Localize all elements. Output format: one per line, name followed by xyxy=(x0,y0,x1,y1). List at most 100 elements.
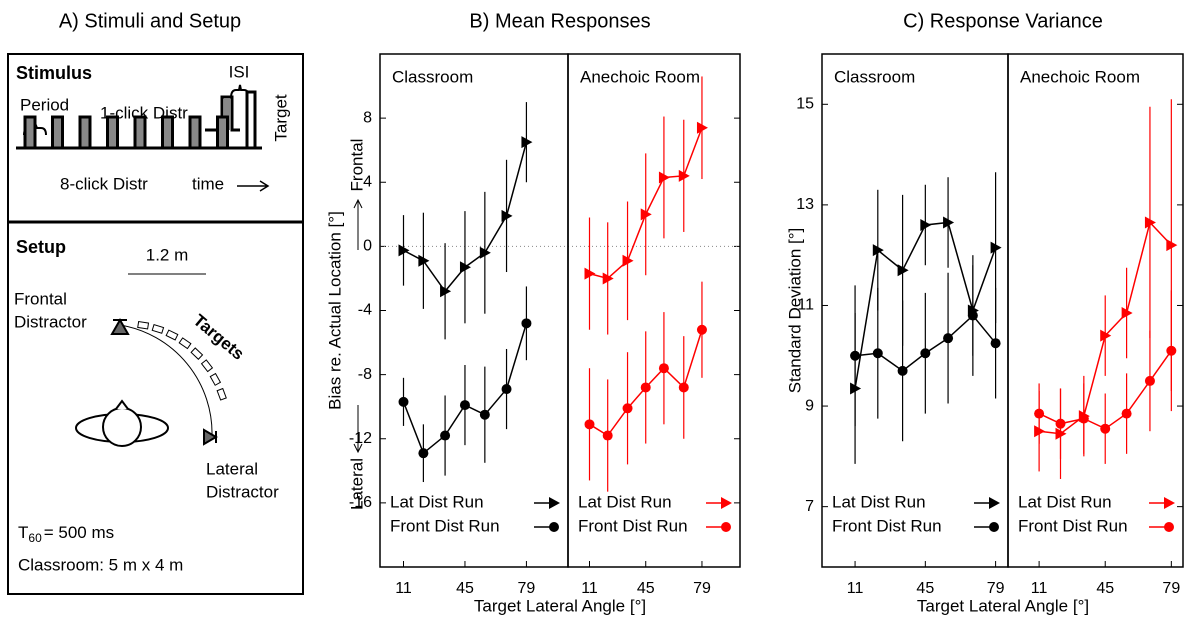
marker xyxy=(584,419,595,430)
y-tick-label: -12 xyxy=(349,430,372,447)
marker xyxy=(920,219,932,231)
marker xyxy=(696,324,707,335)
marker xyxy=(1144,216,1156,229)
x-tick-label: 45 xyxy=(1096,580,1114,597)
legend-marker xyxy=(549,497,560,509)
pulse-train xyxy=(16,90,262,150)
arrow xyxy=(353,198,363,250)
x-tick-label: 11 xyxy=(847,580,864,597)
target-pulse xyxy=(245,90,257,150)
y-tick-label: 4 xyxy=(363,173,372,190)
pulse xyxy=(78,115,92,150)
marker xyxy=(943,333,954,344)
legend-marker xyxy=(721,497,732,509)
pulse xyxy=(161,115,174,150)
x-tick-label: 45 xyxy=(456,580,474,597)
eight-click-label: 8-click Distr xyxy=(60,174,148,193)
pulse xyxy=(51,115,64,150)
marker xyxy=(1078,413,1089,424)
marker xyxy=(418,254,430,267)
marker xyxy=(1166,239,1178,252)
target-speaker xyxy=(200,359,214,373)
y-tick-label: 11 xyxy=(797,297,814,314)
marker xyxy=(521,136,533,149)
marker xyxy=(640,382,651,393)
facet-title: Anechoic Room xyxy=(580,67,700,86)
room-label: Classroom: 5 m x 4 m xyxy=(18,555,183,574)
facet-frame xyxy=(379,53,569,568)
marker xyxy=(1121,307,1133,320)
marker xyxy=(920,348,931,359)
legend-label: Front Dist Run xyxy=(832,516,942,535)
panel-title: B) Mean Responses xyxy=(469,10,650,32)
frontal-speaker xyxy=(110,317,130,335)
x-tick-label: 45 xyxy=(916,580,934,597)
x-axis-label: Target Lateral Angle [°] xyxy=(474,596,646,615)
marker xyxy=(479,409,490,420)
x-tick-label: 45 xyxy=(637,580,655,597)
marker xyxy=(1166,345,1177,356)
y-tick-label: 8 xyxy=(363,109,372,126)
marker xyxy=(640,208,652,221)
y-tick-label: -16 xyxy=(349,494,372,511)
marker xyxy=(501,209,513,222)
marker xyxy=(1055,418,1066,429)
legend-label: Lat Dist Run xyxy=(1018,492,1112,511)
marker xyxy=(501,384,512,395)
legend-marker xyxy=(721,522,731,532)
target-label: Target xyxy=(271,94,290,142)
arc xyxy=(119,324,213,438)
pulse xyxy=(133,115,147,150)
marker xyxy=(521,318,532,329)
marker xyxy=(897,264,909,277)
target-speaker xyxy=(165,329,179,341)
marker xyxy=(622,254,634,267)
marker xyxy=(440,285,452,298)
marker xyxy=(897,365,908,376)
y-axis-label: Bias re. Actual Location [°] xyxy=(325,211,344,410)
lateral-label: Distractor xyxy=(206,482,279,501)
t60-value: = 500 ms xyxy=(44,523,114,542)
facet-frame xyxy=(821,53,1009,568)
y-tick-label: 9 xyxy=(805,397,814,414)
legend-label: Lat Dist Run xyxy=(390,492,484,511)
arrow xyxy=(353,405,363,454)
time-label: time xyxy=(192,174,224,193)
marker xyxy=(459,261,471,274)
marker xyxy=(696,121,708,134)
x-tick-label: 79 xyxy=(1162,580,1180,597)
y-tick-label: 15 xyxy=(796,96,814,113)
x-tick-label: 79 xyxy=(518,580,536,597)
lateral-label: Lateral xyxy=(206,459,258,478)
panel-title: A) Stimuli and Setup xyxy=(59,10,241,32)
marker xyxy=(1100,329,1112,342)
frontal-label: Distractor xyxy=(14,312,87,331)
period-label: Period xyxy=(20,95,69,114)
marker xyxy=(398,244,410,257)
legend-label: Lat Dist Run xyxy=(578,492,672,511)
marker xyxy=(1100,423,1111,434)
nose xyxy=(115,399,129,410)
t60-symbol: T xyxy=(18,523,28,542)
frontal-label: Frontal xyxy=(14,289,67,308)
legend-marker xyxy=(1164,497,1175,509)
legend-label: Front Dist Run xyxy=(390,516,500,535)
marker xyxy=(990,241,1002,254)
marker xyxy=(658,363,669,374)
x-tick-label: 11 xyxy=(395,580,412,597)
marker xyxy=(622,403,633,414)
marker xyxy=(418,448,429,459)
facet-title: Anechoic Room xyxy=(1020,67,1140,86)
facet-frame xyxy=(567,53,741,568)
facet-title: Classroom xyxy=(834,67,915,86)
speaker-array xyxy=(110,317,227,446)
x-axis-label: Target Lateral Angle [°] xyxy=(917,596,1089,615)
target-speaker xyxy=(137,320,150,330)
x-tick-label: 11 xyxy=(581,580,598,597)
marker xyxy=(872,244,884,257)
y-axis-label: Standard Deviation [°] xyxy=(785,228,804,394)
stimulus-heading: Stimulus xyxy=(16,63,92,83)
time-arrow xyxy=(237,180,270,192)
marker xyxy=(1034,408,1045,419)
marker xyxy=(990,338,1001,349)
